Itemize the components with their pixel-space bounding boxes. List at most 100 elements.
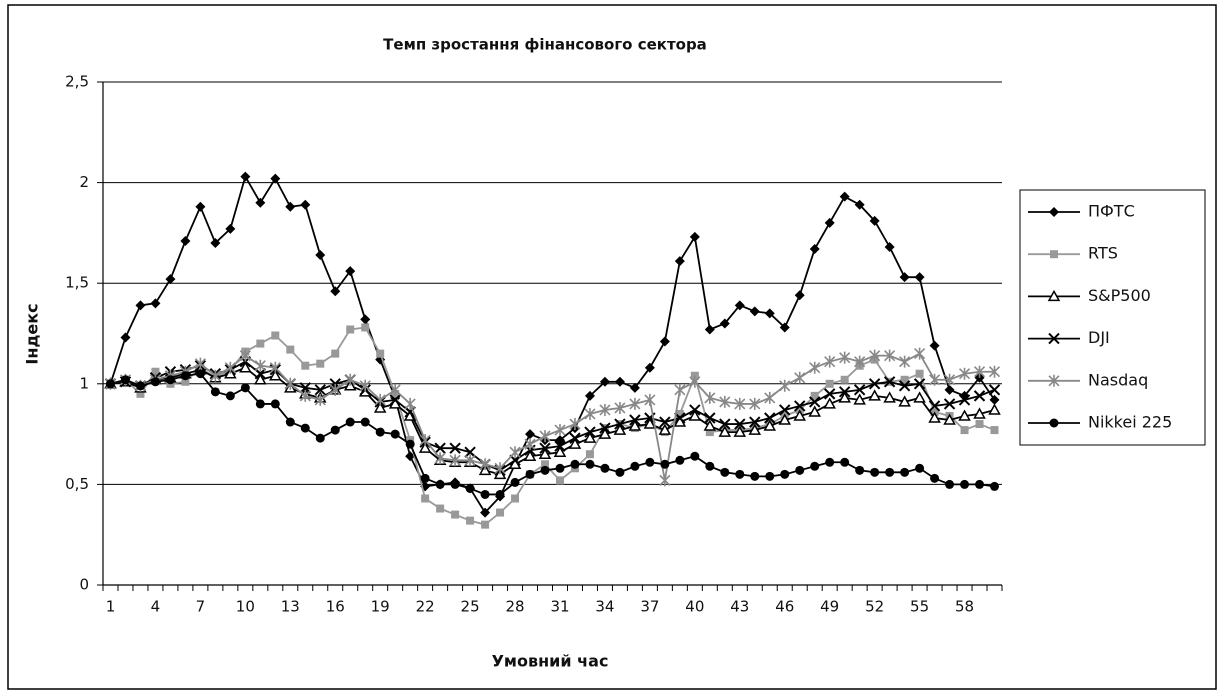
marker bbox=[583, 431, 597, 443]
marker bbox=[181, 377, 190, 386]
marker bbox=[225, 391, 235, 401]
marker bbox=[704, 391, 716, 404]
marker bbox=[928, 411, 941, 423]
marker bbox=[495, 489, 505, 499]
marker bbox=[705, 428, 714, 437]
marker bbox=[689, 231, 700, 242]
marker bbox=[765, 471, 775, 481]
marker bbox=[538, 447, 552, 459]
marker bbox=[1049, 207, 1059, 217]
marker bbox=[404, 397, 416, 410]
marker bbox=[988, 403, 1001, 415]
marker bbox=[598, 427, 612, 439]
marker bbox=[734, 300, 745, 311]
y-tick-label: 0 bbox=[79, 576, 89, 594]
marker bbox=[900, 467, 910, 477]
marker bbox=[764, 308, 775, 319]
marker bbox=[480, 489, 490, 499]
marker bbox=[675, 409, 684, 418]
marker bbox=[764, 391, 776, 404]
marker bbox=[225, 223, 236, 234]
y-tick-label: 2,5 bbox=[65, 73, 89, 91]
marker bbox=[764, 412, 776, 424]
x-tick-label: 13 bbox=[281, 598, 300, 616]
marker bbox=[271, 331, 280, 340]
marker bbox=[839, 191, 850, 202]
marker bbox=[360, 314, 371, 325]
marker bbox=[734, 418, 746, 430]
x-tick-label: 46 bbox=[775, 598, 794, 616]
marker bbox=[824, 355, 836, 368]
marker bbox=[809, 396, 821, 408]
marker bbox=[150, 298, 161, 309]
x-tick-label: 19 bbox=[371, 598, 390, 616]
marker bbox=[481, 520, 490, 529]
marker bbox=[778, 413, 792, 425]
marker bbox=[194, 357, 206, 370]
marker bbox=[794, 371, 806, 384]
marker bbox=[449, 454, 461, 467]
marker bbox=[553, 445, 567, 457]
marker bbox=[421, 494, 430, 503]
marker bbox=[569, 418, 581, 431]
marker bbox=[479, 458, 491, 471]
marker bbox=[195, 201, 206, 212]
marker bbox=[613, 423, 627, 435]
marker bbox=[301, 361, 310, 370]
marker bbox=[151, 367, 160, 376]
marker bbox=[523, 449, 537, 461]
y-axis-label: Індекс bbox=[23, 303, 42, 364]
marker bbox=[869, 215, 880, 226]
marker bbox=[899, 355, 911, 368]
marker bbox=[614, 376, 625, 387]
x-tick-label: 49 bbox=[820, 598, 839, 616]
marker bbox=[703, 419, 717, 431]
marker bbox=[584, 407, 596, 420]
marker bbox=[555, 476, 564, 485]
legend-box bbox=[1019, 189, 1206, 446]
marker bbox=[435, 479, 445, 489]
marker bbox=[734, 397, 746, 410]
marker bbox=[838, 391, 851, 403]
marker bbox=[254, 359, 266, 372]
marker bbox=[539, 430, 551, 443]
marker bbox=[465, 483, 475, 493]
marker bbox=[794, 400, 806, 412]
marker bbox=[943, 373, 956, 386]
marker bbox=[346, 325, 355, 334]
marker bbox=[345, 266, 356, 277]
marker bbox=[209, 369, 221, 382]
marker bbox=[390, 429, 400, 439]
marker bbox=[973, 407, 986, 419]
legend-label: RTS bbox=[1088, 244, 1118, 263]
y-tick-label: 2 bbox=[79, 173, 89, 191]
marker bbox=[825, 379, 834, 388]
marker bbox=[794, 290, 805, 301]
marker bbox=[136, 389, 145, 398]
y-tick-label: 1,5 bbox=[65, 274, 89, 292]
marker bbox=[555, 463, 565, 473]
marker bbox=[808, 405, 821, 417]
marker bbox=[255, 197, 266, 208]
marker bbox=[1050, 250, 1058, 259]
marker bbox=[451, 510, 460, 519]
marker bbox=[750, 471, 760, 481]
x-tick-label: 52 bbox=[865, 598, 884, 616]
marker bbox=[914, 347, 926, 360]
marker bbox=[554, 424, 566, 437]
marker bbox=[315, 433, 325, 443]
marker bbox=[659, 336, 670, 347]
marker bbox=[839, 351, 851, 364]
marker bbox=[614, 401, 626, 414]
x-tick-label: 40 bbox=[685, 598, 704, 616]
marker bbox=[315, 250, 326, 261]
marker bbox=[943, 413, 956, 425]
marker bbox=[810, 391, 819, 400]
marker bbox=[973, 390, 986, 402]
marker bbox=[733, 425, 747, 437]
marker bbox=[659, 474, 671, 487]
marker bbox=[254, 368, 267, 380]
marker bbox=[420, 473, 430, 483]
marker bbox=[1048, 374, 1060, 387]
